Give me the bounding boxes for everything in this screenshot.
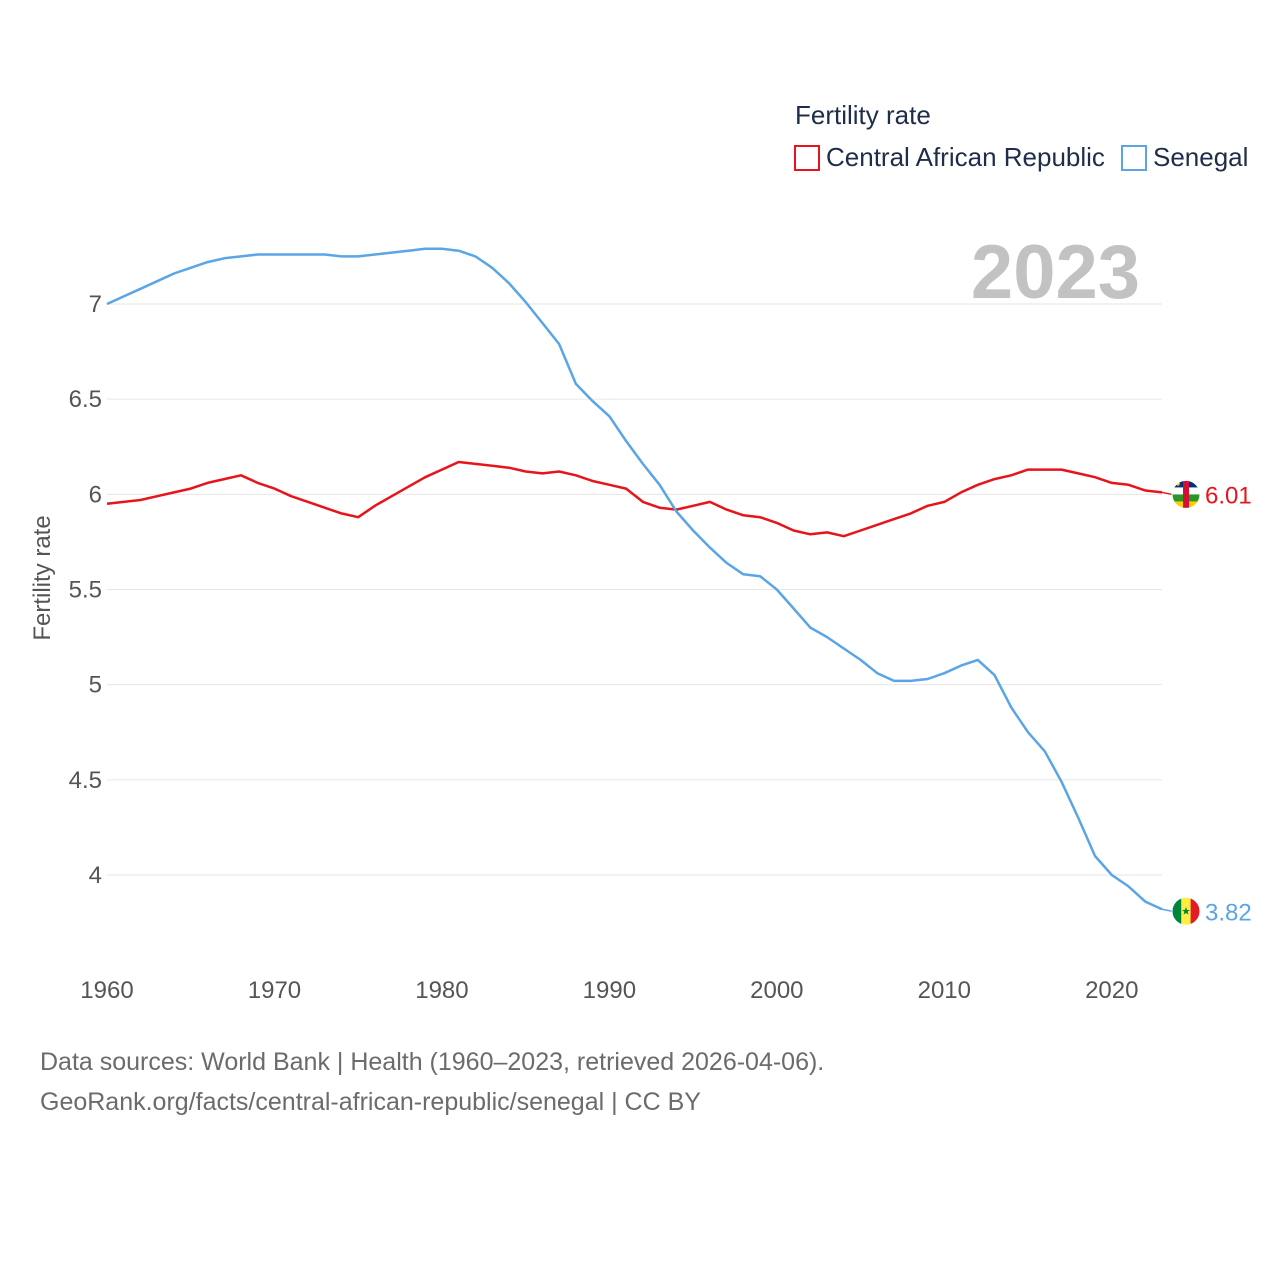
x-tick-label: 2010 xyxy=(918,977,971,1004)
x-tick-label: 2000 xyxy=(750,977,803,1004)
data-source-footer: Data sources: World Bank | Health (1960–… xyxy=(40,1042,824,1122)
end-value-label-senegal: 3.82 xyxy=(1205,899,1252,926)
legend-swatch-central-african-republic xyxy=(794,145,820,171)
y-tick-label: 7 xyxy=(89,291,102,318)
y-axis-ticks: 4 4.5 5 5.5 6 6.5 7 xyxy=(69,291,102,889)
x-axis-ticks: 1960 1970 1980 1990 2000 2010 2020 xyxy=(80,977,1138,1004)
y-tick-label: 5.5 xyxy=(69,576,102,603)
y-tick-label: 4 xyxy=(89,862,102,889)
x-tick-label: 1990 xyxy=(583,977,636,1004)
source-line-1: Data sources: World Bank | Health (1960–… xyxy=(40,1048,825,1076)
y-axis-label: Fertility rate xyxy=(29,515,56,640)
source-line-2[interactable]: GeoRank.org/facts/central-african-republ… xyxy=(40,1088,701,1116)
x-tick-label: 2020 xyxy=(1085,977,1138,1004)
y-tick-label: 6.5 xyxy=(69,386,102,413)
legend-item-senegal[interactable]: Senegal xyxy=(1121,142,1248,172)
series-lines xyxy=(106,247,1163,911)
legend-title: Fertility rate xyxy=(795,100,931,130)
y-tick-label: 5 xyxy=(89,672,102,699)
gridlines xyxy=(107,303,1162,876)
x-tick-label: 1980 xyxy=(415,977,468,1004)
y-tick-label: 6 xyxy=(89,481,102,508)
central-african-republic-flag-icon xyxy=(1171,479,1201,509)
x-tick-label: 1960 xyxy=(80,977,133,1004)
connector-senegal xyxy=(1161,908,1173,912)
legend: Fertility rate Central African Republic … xyxy=(794,100,1248,172)
x-tick-label: 1970 xyxy=(248,977,301,1004)
series-line-central-african-republic[interactable] xyxy=(106,460,1163,538)
end-value-label-central-african-republic: 6.01 xyxy=(1205,482,1252,509)
connector-central-african-republic xyxy=(1161,491,1173,496)
line-chart: 4 4.5 5 5.5 6 6.5 7 1960 1970 1980 1990 2000 2010 20… xyxy=(29,100,1252,1004)
series-end-markers: 6.01 3.82 xyxy=(1161,479,1252,926)
series-line-senegal[interactable] xyxy=(106,247,1163,911)
legend-item-central-african-republic[interactable]: Central African Republic xyxy=(794,142,1105,172)
legend-swatch-senegal xyxy=(1121,145,1147,171)
y-tick-label: 4.5 xyxy=(69,767,102,794)
legend-label-central-african-republic: Central African Republic xyxy=(826,142,1105,172)
senegal-flag-icon xyxy=(1171,896,1201,926)
year-display: 2023 xyxy=(971,230,1140,315)
legend-label-senegal: Senegal xyxy=(1153,142,1248,172)
